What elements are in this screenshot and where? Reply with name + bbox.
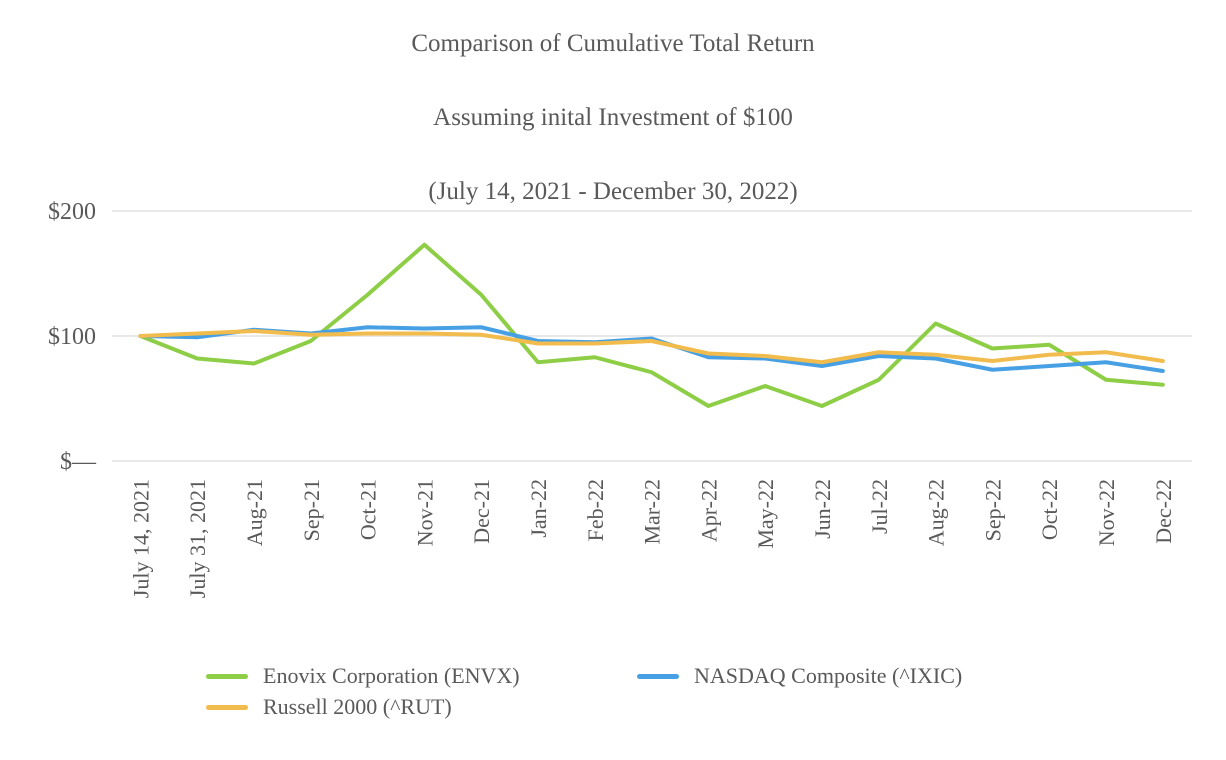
- x-axis-tick-label: July 14, 2021: [128, 479, 153, 598]
- series-line-2: [138, 329, 1165, 365]
- x-axis-tick-label: Aug-22: [924, 479, 949, 546]
- x-axis-tick-label: Feb-22: [583, 479, 608, 541]
- x-axis-tick-label: Jul-22: [867, 479, 892, 534]
- x-axis-tick-label: Mar-22: [640, 479, 665, 545]
- x-axis-tick-label: Apr-22: [696, 479, 721, 542]
- chart-title-line1: Comparison of Cumulative Total Return: [411, 30, 815, 57]
- x-axis-tick-label: Aug-21: [242, 479, 267, 546]
- series-line-0: [138, 242, 1165, 408]
- x-axis-tick-label: Nov-21: [412, 479, 437, 546]
- x-axis-tick-label: Dec-21: [469, 479, 494, 544]
- x-axis-tick-label: Jun-22: [810, 479, 835, 539]
- y-axis-tick-label: $100: [48, 324, 96, 350]
- x-axis-tick-label: Sep-22: [980, 479, 1005, 541]
- chart-title-line2: Assuming inital Investment of $100: [433, 104, 793, 131]
- x-axis-tick-label: Oct-22: [1037, 479, 1062, 540]
- x-axis-tick-label: Nov-22: [1094, 479, 1119, 546]
- y-axis-tick-label: $200: [48, 199, 96, 225]
- chart-title-line3: (July 14, 2021 - December 30, 2022): [428, 178, 798, 205]
- x-axis-tick-label: Sep-21: [299, 479, 324, 541]
- x-axis-tick-label: Dec-22: [1151, 479, 1176, 544]
- x-axis-tick-label: Oct-21: [356, 479, 381, 540]
- x-axis-tick-label: July 31, 2021: [185, 479, 210, 598]
- x-axis-tick-label: May-22: [753, 479, 778, 549]
- x-axis-tick-label: Jan-22: [526, 479, 551, 538]
- y-axis-tick-label: $—: [60, 449, 97, 475]
- chart-title: Comparison of Cumulative Total Return As…: [0, 25, 1226, 210]
